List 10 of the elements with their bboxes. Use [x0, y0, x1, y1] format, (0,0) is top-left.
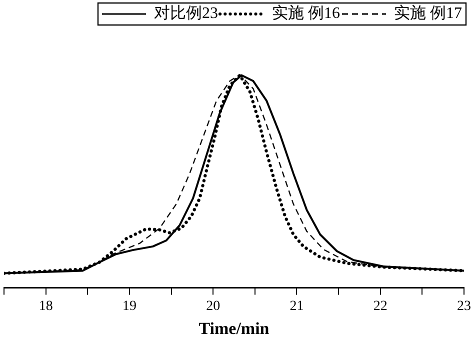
x-tick-label: 20 — [206, 298, 220, 314]
x-tick-label: 19 — [122, 298, 136, 314]
x-tick-label: 23 — [457, 298, 471, 314]
x-tick-label: 22 — [373, 298, 388, 314]
legend-label: 对比例23 — [154, 4, 218, 22]
x-axis-title: Time/min — [198, 319, 270, 338]
legend-label: 实施 例16 — [272, 4, 340, 22]
x-tick-label: 21 — [290, 298, 304, 314]
x-tick-label: 18 — [38, 298, 53, 314]
legend-label: 实施 例17 — [394, 4, 462, 22]
